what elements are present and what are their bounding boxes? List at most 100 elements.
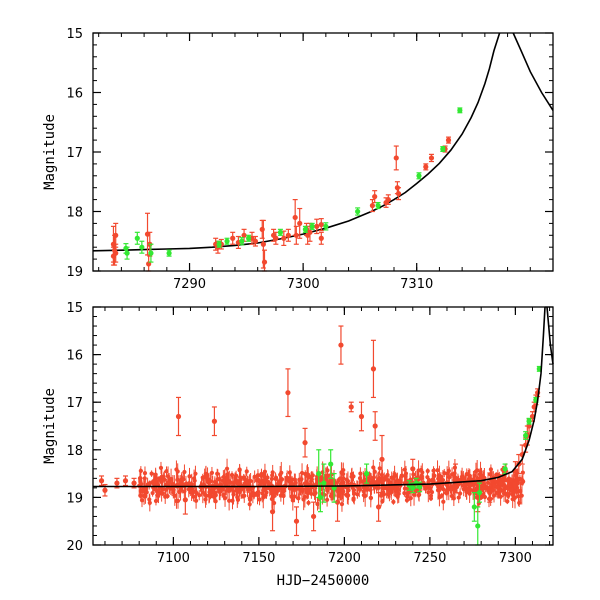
data-point-dense bbox=[392, 470, 397, 478]
data-point-red bbox=[372, 190, 378, 204]
data-point-dense bbox=[355, 489, 360, 499]
data-point-red bbox=[318, 231, 324, 245]
data-point-red bbox=[385, 194, 391, 205]
data-point-red bbox=[370, 339, 377, 399]
data-point-dense bbox=[160, 490, 165, 497]
data-point-red bbox=[175, 396, 182, 437]
data-point-dense bbox=[345, 487, 350, 504]
data-point-green bbox=[355, 207, 361, 216]
data-point-dense bbox=[175, 492, 181, 509]
bottom-data-points bbox=[98, 325, 542, 546]
model-curve-decline bbox=[512, 32, 554, 111]
data-point-dense bbox=[419, 469, 424, 482]
bottom-plot-frame bbox=[92, 306, 554, 546]
data-point-green bbox=[124, 246, 130, 260]
data-point-dense bbox=[371, 459, 376, 475]
data-point-green bbox=[328, 449, 334, 479]
data-point-dense bbox=[209, 466, 215, 479]
bottom-x-axis-title: HJD−2450000 bbox=[277, 573, 370, 589]
data-point-dense bbox=[385, 469, 390, 481]
data-point-dense bbox=[142, 466, 148, 480]
data-point-dense bbox=[261, 487, 266, 493]
data-point-dense bbox=[226, 471, 231, 494]
data-point-dense bbox=[312, 488, 317, 500]
y-tick-label: 18 bbox=[66, 206, 83, 221]
data-point-green bbox=[475, 506, 481, 546]
data-point-dense bbox=[351, 471, 356, 482]
data-point-dense bbox=[389, 471, 394, 484]
data-point-green bbox=[309, 222, 315, 230]
bottom-model-curve bbox=[93, 306, 554, 488]
data-point-dense bbox=[341, 480, 346, 503]
data-point-dense bbox=[289, 491, 294, 502]
y-tick-label: 16 bbox=[66, 87, 83, 102]
data-point-dense bbox=[357, 486, 363, 493]
y-tick-label: 20 bbox=[66, 539, 83, 554]
data-point-dense bbox=[279, 482, 284, 495]
x-tick-label: 7250 bbox=[413, 551, 446, 566]
data-point-red bbox=[487, 482, 493, 503]
data-point-red bbox=[281, 230, 287, 247]
data-point-dense bbox=[438, 472, 444, 482]
data-point-dense bbox=[451, 490, 456, 507]
data-point-red bbox=[293, 506, 300, 537]
data-point-dense bbox=[229, 471, 235, 479]
data-point-dense bbox=[442, 468, 447, 478]
data-point-dense bbox=[182, 464, 187, 480]
data-point-dense bbox=[270, 471, 275, 479]
data-point-dense bbox=[138, 492, 143, 499]
data-point-green bbox=[216, 240, 222, 248]
data-point-green bbox=[375, 201, 381, 210]
data-point-green bbox=[246, 234, 252, 242]
data-point-dense bbox=[278, 465, 283, 484]
data-point-red bbox=[111, 234, 118, 266]
y-tick-label: 17 bbox=[66, 396, 83, 411]
data-point-red bbox=[348, 401, 354, 413]
data-point-green bbox=[277, 228, 284, 236]
data-point-dense bbox=[481, 480, 487, 496]
y-tick-label: 17 bbox=[66, 146, 83, 161]
data-point-dense bbox=[227, 491, 232, 511]
data-point-red bbox=[423, 163, 429, 171]
data-point-dense bbox=[377, 461, 382, 475]
x-tick-label: 7290 bbox=[173, 277, 206, 292]
data-point-dense bbox=[265, 473, 270, 482]
data-point-red bbox=[372, 411, 378, 441]
data-point-dense bbox=[461, 471, 466, 486]
data-point-dense bbox=[197, 490, 202, 501]
data-point-red bbox=[292, 199, 298, 236]
data-point-green bbox=[323, 222, 329, 231]
data-point-dense bbox=[139, 493, 145, 508]
bottom-y-axis-title: Magnitude bbox=[42, 388, 58, 464]
data-point-dense bbox=[147, 480, 152, 487]
y-tick-label: 19 bbox=[66, 491, 83, 506]
data-point-green bbox=[526, 417, 532, 425]
data-point-dense bbox=[150, 489, 155, 497]
data-point-dense bbox=[464, 468, 469, 480]
data-point-red bbox=[410, 458, 416, 479]
x-tick-label: 7300 bbox=[499, 551, 532, 566]
data-point-dense bbox=[402, 489, 407, 497]
x-tick-label: 7100 bbox=[157, 551, 190, 566]
data-point-dense bbox=[235, 486, 240, 508]
data-point-green bbox=[457, 107, 463, 114]
data-point-dense bbox=[238, 468, 243, 487]
data-point-dense bbox=[257, 493, 262, 506]
data-point-dense bbox=[263, 491, 268, 499]
data-point-green bbox=[224, 237, 230, 245]
data-point-dense bbox=[398, 474, 403, 490]
bottom-ticks: 7100 7150 7200 7250 7300 15 16 17 18 19 20 bbox=[66, 301, 553, 566]
data-point-dense bbox=[306, 500, 311, 506]
data-point-dense bbox=[380, 498, 385, 504]
data-point-dense bbox=[237, 487, 242, 497]
data-point-dense bbox=[505, 498, 510, 505]
data-point-red bbox=[338, 325, 344, 365]
data-point-red bbox=[211, 406, 218, 437]
x-tick-label: 7150 bbox=[242, 551, 275, 566]
data-point-dense bbox=[205, 467, 210, 484]
top-ticks: 7290 7300 7310 15 16 17 18 19 bbox=[66, 27, 554, 292]
data-point-dense bbox=[310, 471, 315, 480]
data-point-dense bbox=[176, 475, 182, 494]
data-point-green bbox=[502, 463, 508, 475]
model-curve-rise bbox=[93, 306, 546, 488]
